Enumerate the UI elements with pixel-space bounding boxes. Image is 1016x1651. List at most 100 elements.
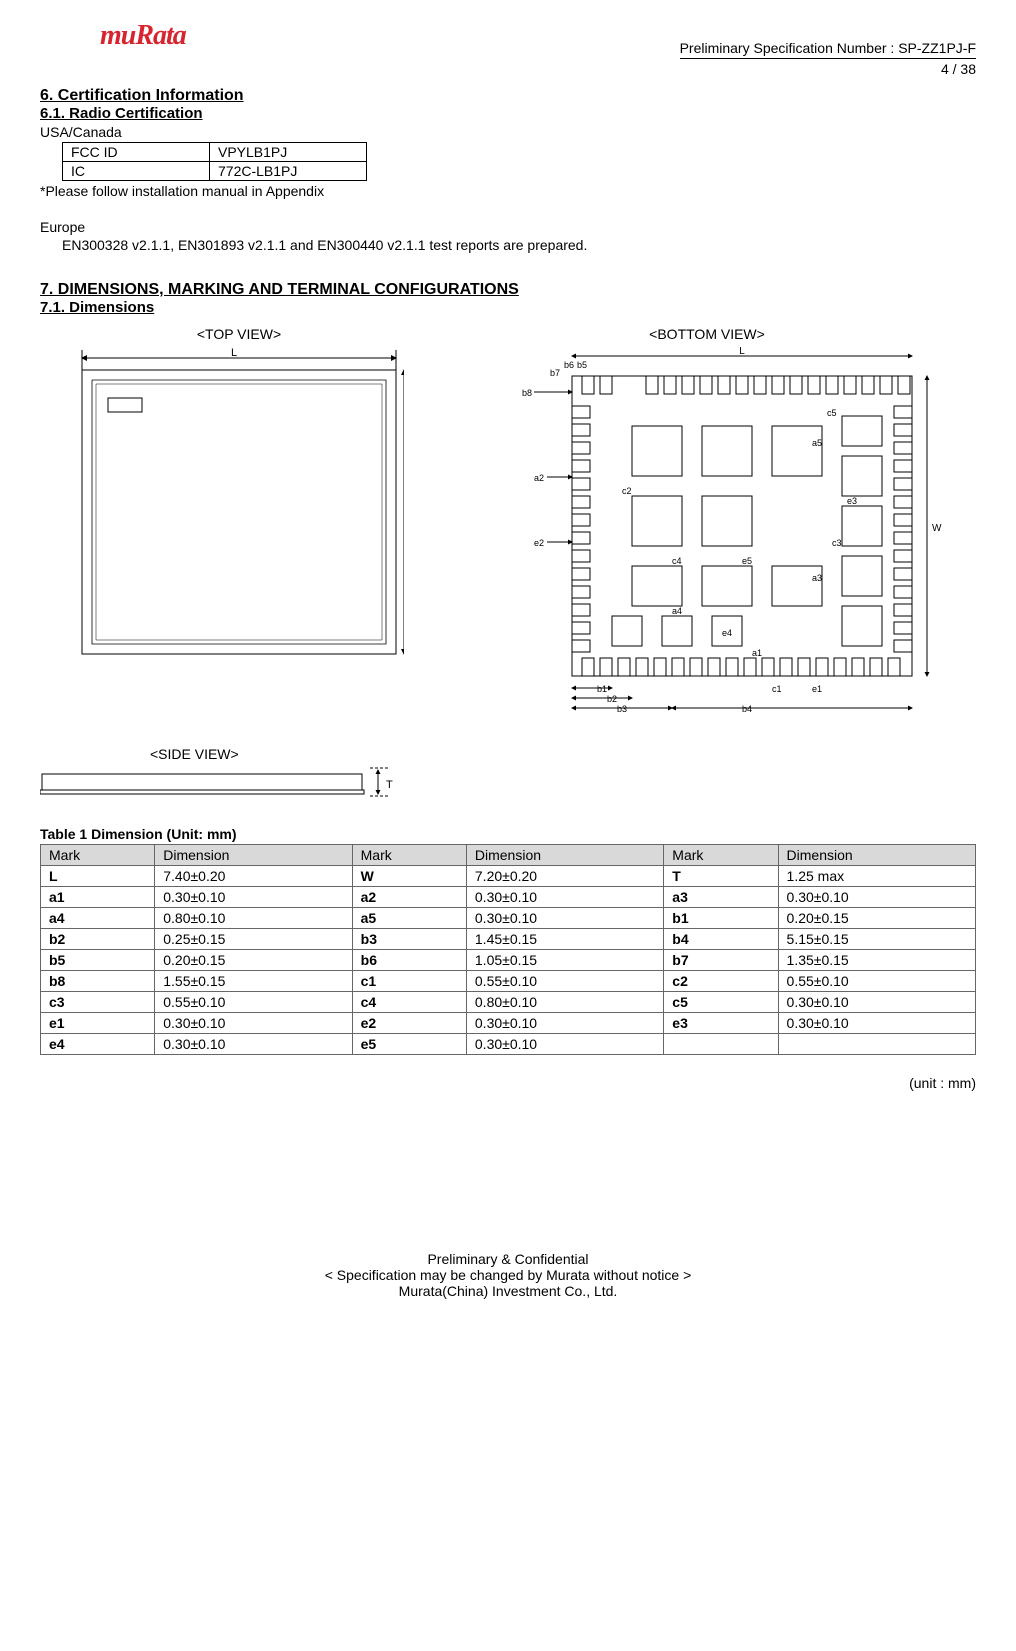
dimension-cell: 0.30±0.10 [466, 1034, 663, 1055]
mark-cell: L [41, 866, 155, 887]
svg-text:e5: e5 [742, 556, 752, 566]
views-row: <TOP VIEW> L W <BOTTOM VIEW> [40, 326, 976, 716]
table-row: b81.55±0.15c10.55±0.10c20.55±0.10 [41, 971, 976, 992]
bottom-view-label: <BOTTOM VIEW> [472, 326, 942, 342]
europe-label: Europe [40, 219, 976, 235]
mark-cell: b2 [41, 929, 155, 950]
svg-text:c3: c3 [832, 538, 842, 548]
dimension-cell: 0.80±0.10 [155, 908, 352, 929]
dimension-cell: 5.15±0.15 [778, 929, 975, 950]
mark-cell: e4 [41, 1034, 155, 1055]
mark-cell: e1 [41, 1013, 155, 1034]
mark-cell: c4 [352, 992, 466, 1013]
cert-key: IC [63, 162, 210, 181]
svg-text:e1: e1 [812, 684, 822, 694]
bottom-view-block: <BOTTOM VIEW> L W [472, 326, 942, 716]
dimension-cell: 1.25 max [778, 866, 975, 887]
dimension-cell: 0.30±0.10 [155, 887, 352, 908]
cert-value: 772C-LB1PJ [210, 162, 367, 181]
europe-text: EN300328 v2.1.1, EN301893 v2.1.1 and EN3… [62, 237, 976, 253]
svg-text:b2: b2 [607, 694, 617, 704]
svg-text:b7: b7 [550, 368, 560, 378]
mark-cell: c5 [664, 992, 778, 1013]
mark-cell: e3 [664, 1013, 778, 1034]
dimension-cell: 0.30±0.10 [466, 1013, 663, 1034]
col-header: Mark [664, 845, 778, 866]
dimension-cell: 1.55±0.15 [155, 971, 352, 992]
cert-note: *Please follow installation manual in Ap… [40, 183, 976, 199]
dimension-cell: 0.30±0.10 [155, 1013, 352, 1034]
table-row: e10.30±0.10e20.30±0.10e30.30±0.10 [41, 1013, 976, 1034]
svg-text:b3: b3 [617, 704, 627, 714]
svg-text:a2: a2 [534, 473, 544, 483]
col-header: Dimension [155, 845, 352, 866]
cert-value: VPYLB1PJ [210, 143, 367, 162]
svg-text:b8: b8 [522, 388, 532, 398]
col-header: Dimension [466, 845, 663, 866]
dimension-cell [778, 1034, 975, 1055]
table-header-row: Mark Dimension Mark Dimension Mark Dimen… [41, 845, 976, 866]
svg-text:c4: c4 [672, 556, 682, 566]
table1-title-text: Table 1 Dimension (Unit: mm) [40, 826, 237, 842]
mark-cell: b6 [352, 950, 466, 971]
table-row: c30.55±0.10c40.80±0.10c50.30±0.10 [41, 992, 976, 1013]
svg-text:b1: b1 [597, 684, 607, 694]
svg-text:b4: b4 [742, 704, 752, 714]
svg-text:T: T [386, 779, 393, 791]
footer-line-3: Murata(China) Investment Co., Ltd. [40, 1283, 976, 1299]
top-view-diagram: L W [74, 346, 404, 656]
section-7-1-title: 7.1. Dimensions [40, 299, 976, 316]
svg-text:b6: b6 [564, 360, 574, 370]
mark-cell [664, 1034, 778, 1055]
certification-table: FCC ID VPYLB1PJ IC 772C-LB1PJ [62, 142, 367, 181]
dimension-cell: 0.20±0.15 [155, 950, 352, 971]
footer-line-1: Preliminary & Confidential [40, 1251, 976, 1267]
table-row: L7.40±0.20W7.20±0.20T1.25 max [41, 866, 976, 887]
svg-text:e4: e4 [722, 628, 732, 638]
unit-note: (unit : mm) [40, 1075, 976, 1091]
svg-text:c2: c2 [622, 486, 632, 496]
svg-text:W: W [932, 523, 942, 534]
svg-text:L: L [739, 346, 745, 357]
page-header: muRata Preliminary Specification Number … [40, 20, 976, 77]
table1-title: Table 1 Dimension (Unit: mm) [40, 826, 976, 842]
side-view-block: <SIDE VIEW> T [40, 746, 976, 806]
mark-cell: a2 [352, 887, 466, 908]
mark-cell: c3 [41, 992, 155, 1013]
side-view-label: <SIDE VIEW> [150, 746, 976, 762]
dimension-cell: 7.40±0.20 [155, 866, 352, 887]
section-6-title: 6. Certification Information [40, 87, 976, 105]
svg-text:a3: a3 [812, 573, 822, 583]
svg-text:b5: b5 [577, 360, 587, 370]
mark-cell: T [664, 866, 778, 887]
spec-number: Preliminary Specification Number : SP-ZZ… [680, 40, 976, 56]
dimension-cell: 1.05±0.15 [466, 950, 663, 971]
top-view-label: <TOP VIEW> [74, 326, 404, 342]
mark-cell: a4 [41, 908, 155, 929]
murata-logo: muRata [100, 20, 186, 52]
table-row: e40.30±0.10e50.30±0.10 [41, 1034, 976, 1055]
mark-cell: a1 [41, 887, 155, 908]
dimension-cell: 7.20±0.20 [466, 866, 663, 887]
dimension-cell: 0.30±0.10 [778, 992, 975, 1013]
dimension-cell: 0.30±0.10 [466, 908, 663, 929]
footer-line-2: < Specification may be changed by Murata… [40, 1267, 976, 1283]
mark-cell: c1 [352, 971, 466, 992]
page-footer: Preliminary & Confidential < Specificati… [40, 1251, 976, 1299]
svg-text:a5: a5 [812, 438, 822, 448]
dimension-cell: 0.25±0.15 [155, 929, 352, 950]
cert-key: FCC ID [63, 143, 210, 162]
usa-canada-label: USA/Canada [40, 124, 976, 140]
header-right: Preliminary Specification Number : SP-ZZ… [680, 40, 976, 77]
mark-cell: b4 [664, 929, 778, 950]
dimension-cell: 0.30±0.10 [466, 887, 663, 908]
dimension-cell: 0.30±0.10 [155, 1034, 352, 1055]
page-number: 4 / 38 [680, 58, 976, 77]
top-view-block: <TOP VIEW> L W [74, 326, 404, 716]
mark-cell: b3 [352, 929, 466, 950]
mark-cell: e2 [352, 1013, 466, 1034]
svg-text:c5: c5 [827, 408, 837, 418]
dimension-cell: 0.30±0.10 [778, 1013, 975, 1034]
mark-cell: b5 [41, 950, 155, 971]
side-view-diagram: T [40, 766, 400, 806]
